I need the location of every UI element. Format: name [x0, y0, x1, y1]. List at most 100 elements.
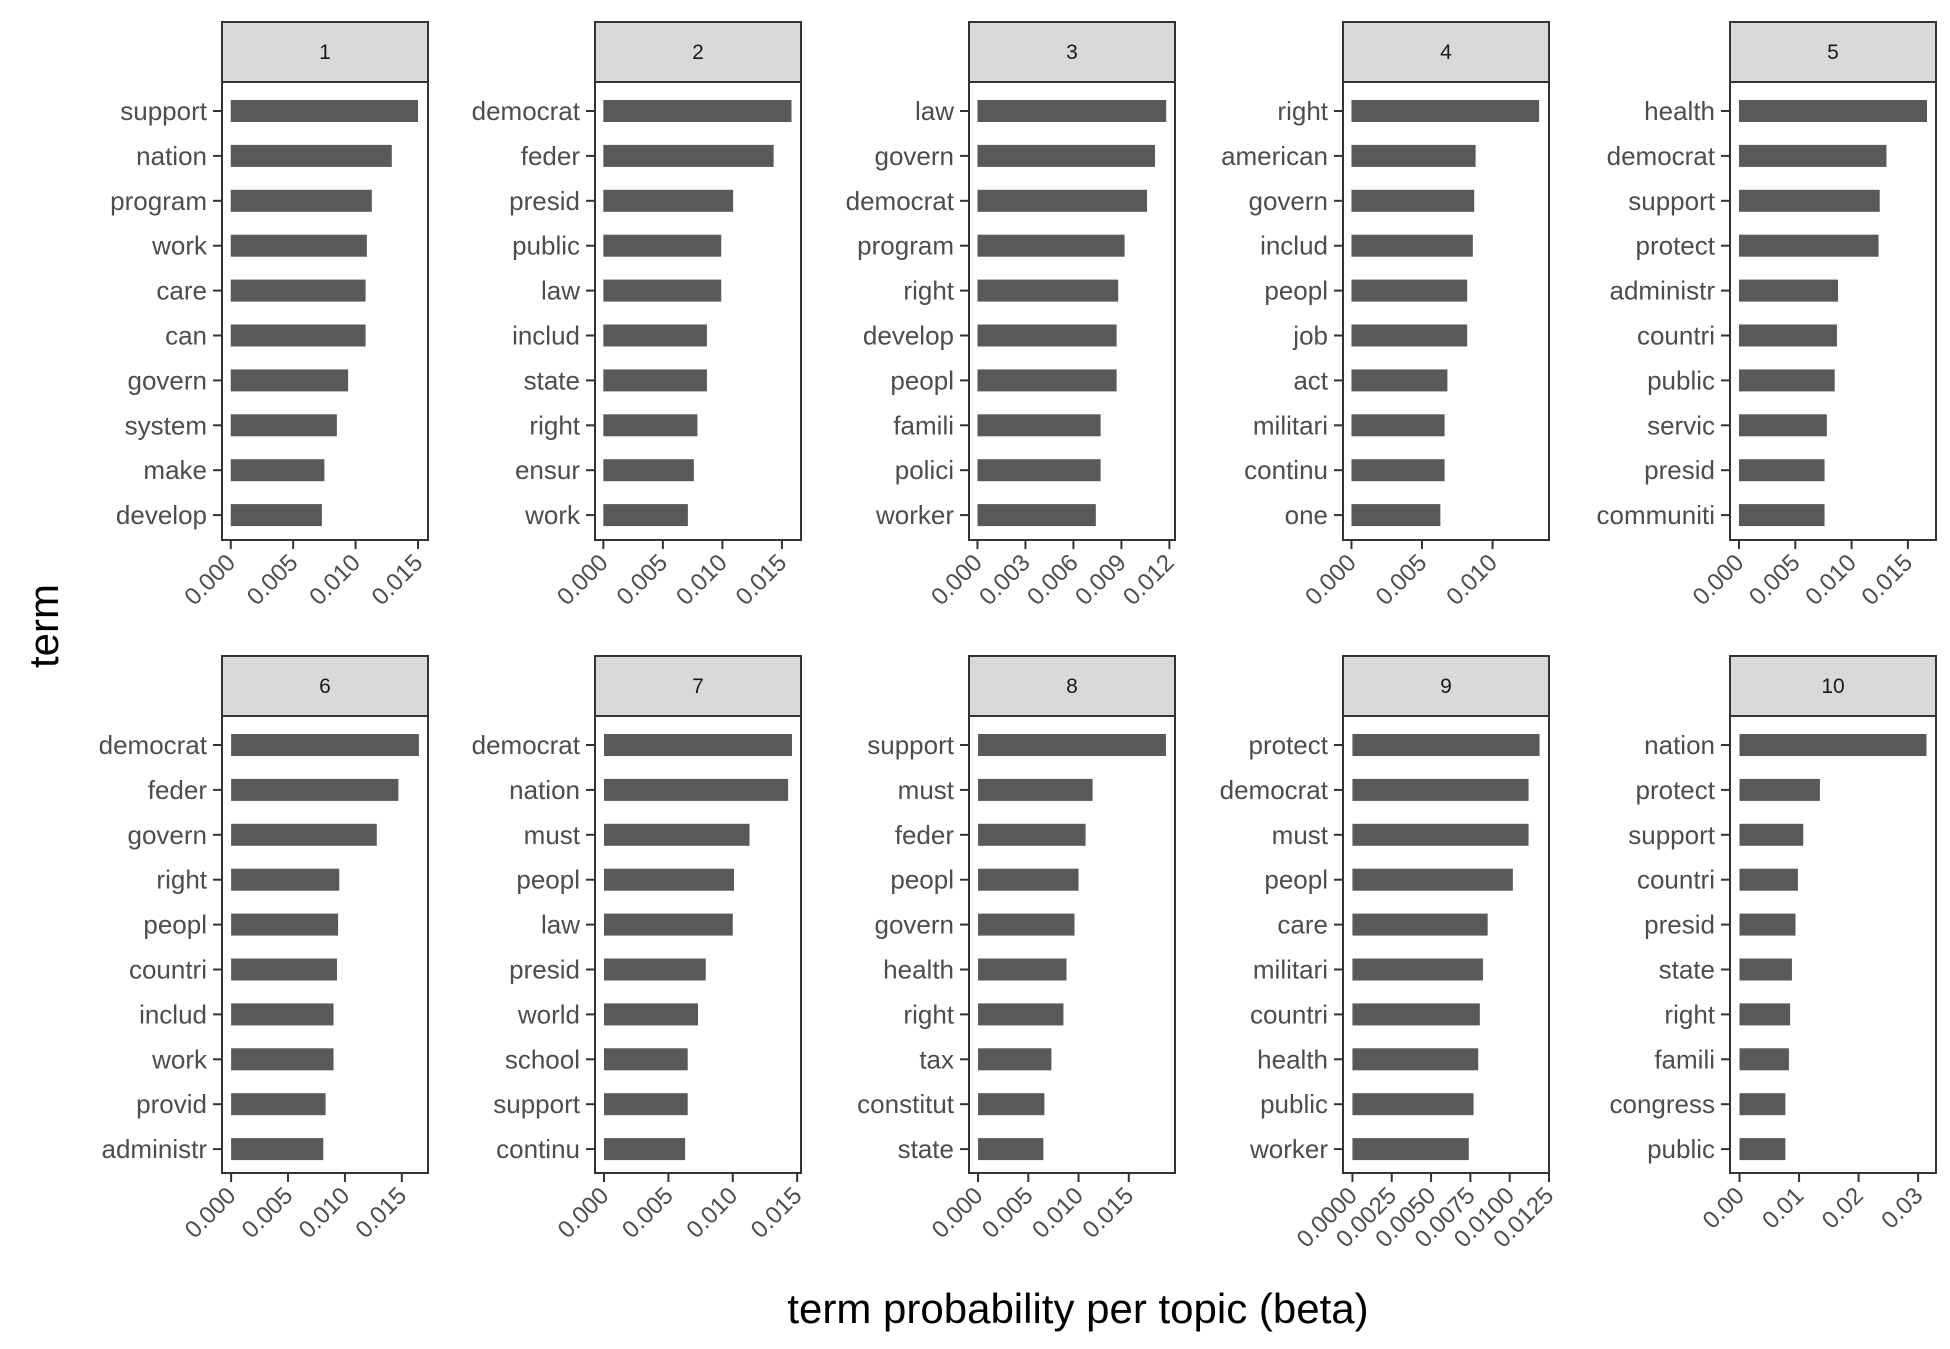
term-label: system — [125, 410, 207, 440]
term-label: act — [1293, 365, 1328, 395]
bar — [1352, 1003, 1480, 1026]
term-label: presid — [509, 186, 580, 216]
bar — [603, 234, 722, 257]
bar — [1739, 1048, 1789, 1071]
bar — [231, 734, 419, 756]
bar — [1351, 414, 1445, 437]
term-label: govern — [1249, 186, 1329, 216]
panel-border — [1342, 81, 1550, 541]
facet-panel-7: 7 democrat nation must peopl law presid world sc… — [472, 655, 807, 1244]
facet-strip-label: 7 — [692, 675, 704, 698]
bar — [977, 234, 1125, 257]
term-label: american — [1221, 141, 1328, 171]
panel-border — [1729, 715, 1937, 1174]
x-tick-label: 0.009 — [1070, 549, 1132, 611]
x-tick-label: 0.015 — [731, 549, 793, 611]
bar — [604, 823, 750, 846]
bar — [231, 778, 399, 801]
bar — [230, 279, 366, 302]
term-label: make — [143, 455, 207, 485]
term-label: health — [1644, 96, 1715, 126]
term-label: right — [1277, 96, 1328, 126]
x-tick-label: 0.00 — [1698, 1182, 1750, 1234]
facet-strip-label: 3 — [1066, 41, 1078, 64]
term-label: program — [110, 186, 207, 216]
bar — [603, 100, 792, 122]
term-label: includ — [139, 999, 207, 1029]
bar — [603, 189, 734, 212]
term-label: state — [524, 365, 580, 395]
x-tick-label: 0.010 — [304, 549, 366, 611]
facet-strip — [221, 21, 429, 83]
term-label: job — [1292, 321, 1328, 351]
bar — [603, 459, 694, 482]
x-tick-label: 0.010 — [1027, 1182, 1089, 1244]
term-label: public — [1647, 365, 1715, 395]
facet-panel-2: 2 democrat feder presid public law includ state… — [472, 21, 802, 611]
term-label: countri — [1250, 999, 1328, 1029]
x-tick-label: 0.005 — [977, 1182, 1039, 1244]
term-label: administr — [1610, 276, 1716, 306]
term-label: world — [517, 999, 580, 1029]
term-label: support — [1628, 186, 1715, 216]
bar — [1351, 189, 1475, 212]
bar — [604, 1003, 698, 1026]
term-label: state — [898, 1134, 954, 1164]
x-tick-label: 0.006 — [1022, 549, 1084, 611]
bar — [1351, 324, 1468, 347]
facet-strip — [1342, 21, 1550, 83]
x-tick-label: 0.003 — [974, 549, 1036, 611]
bar — [604, 1138, 686, 1161]
x-tick-label: 0.000 — [180, 1182, 242, 1244]
term-label: ensur — [515, 455, 580, 485]
term-label: continu — [1244, 455, 1328, 485]
x-tick-label: 0.005 — [612, 549, 674, 611]
bar — [1352, 958, 1483, 981]
term-label: work — [524, 500, 581, 530]
bar — [977, 100, 1167, 122]
facet-strip — [221, 655, 429, 717]
term-label: work — [151, 231, 208, 261]
facet-panel-9: 9 protect democrat must peopl care militari cou… — [1220, 655, 1559, 1253]
facet-strip-label: 6 — [319, 675, 331, 698]
term-label: care — [156, 276, 207, 306]
term-label: feder — [148, 775, 208, 805]
x-tick-label: 0.000 — [552, 549, 614, 611]
panel-border — [594, 715, 802, 1174]
bar — [230, 144, 392, 167]
panel-border — [221, 81, 429, 541]
bar — [1739, 1003, 1791, 1026]
term-label: presid — [1644, 910, 1715, 940]
term-label: countri — [129, 955, 207, 985]
bar — [230, 369, 349, 392]
bar — [978, 868, 1079, 891]
term-label: servic — [1647, 410, 1715, 440]
facet-panel-1: 1 support nation program work care can govern sy… — [110, 21, 429, 611]
x-tick-label: 0.005 — [617, 1182, 679, 1244]
bar — [977, 459, 1101, 482]
x-tick-label: 0.015 — [367, 549, 429, 611]
bar — [603, 279, 722, 302]
bar — [604, 734, 792, 756]
term-label: support — [1628, 820, 1715, 850]
bar — [978, 823, 1086, 846]
bar — [1352, 1048, 1479, 1071]
bar — [1739, 913, 1796, 936]
bar — [1351, 144, 1476, 167]
term-label: develop — [863, 321, 954, 351]
facet-panel-10: 10 nation protect support countri presid state… — [1610, 655, 1937, 1234]
bar — [1739, 868, 1798, 891]
term-label: support — [120, 96, 207, 126]
facet-strip-label: 10 — [1821, 675, 1844, 698]
x-tick-label: 0.000 — [179, 549, 241, 611]
term-label: protect — [1636, 231, 1716, 261]
term-label: law — [541, 276, 580, 306]
term-label: includ — [512, 321, 580, 351]
term-label: peopl — [516, 865, 580, 895]
term-label: includ — [1260, 231, 1328, 261]
x-tick-label: 0.000 — [927, 1182, 989, 1244]
bar — [230, 414, 337, 437]
bar — [1739, 279, 1839, 302]
bar — [977, 189, 1148, 212]
